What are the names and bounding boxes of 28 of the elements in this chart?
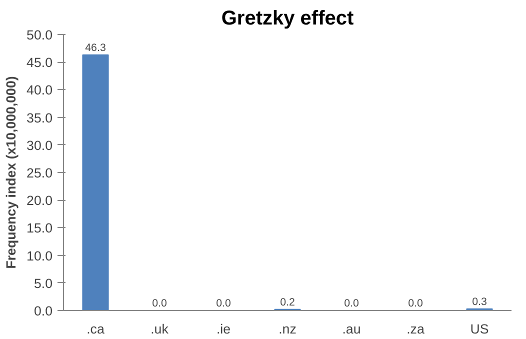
x-tick-label: .uk — [150, 322, 169, 336]
y-tick-label: 5.0 — [34, 276, 53, 291]
y-tick-label: 30.0 — [26, 138, 53, 153]
data-label: 46.3 — [85, 42, 106, 54]
x-tick-label: .za — [406, 322, 425, 336]
x-tick-label: .ca — [86, 322, 105, 336]
y-axis-title: Frequency index (x10,000,000) — [4, 76, 19, 269]
data-label: 0.0 — [344, 298, 359, 310]
y-tick-label: 20.0 — [26, 193, 53, 208]
y-tick-label: 10.0 — [26, 248, 53, 264]
y-tick-label: 45.0 — [26, 55, 53, 70]
y-tick-label: 0.0 — [34, 304, 53, 318]
chart-title: Gretzky effect — [221, 8, 354, 30]
data-label: 0.0 — [152, 298, 167, 310]
x-tick-label: US — [470, 322, 489, 336]
y-tick-label: 15.0 — [26, 220, 53, 236]
data-label: 0.0 — [216, 298, 231, 310]
y-tick-label: 40.0 — [26, 82, 53, 98]
data-label: 0.2 — [280, 296, 295, 308]
x-tick-label: .ie — [216, 322, 231, 336]
x-tick-label: .au — [342, 322, 361, 336]
data-label: 0.0 — [408, 298, 423, 310]
y-tick-label: 50.0 — [26, 28, 53, 42]
bar — [82, 54, 109, 310]
y-tick-label: 35.0 — [26, 110, 53, 126]
data-label: 0.3 — [472, 296, 487, 308]
y-tick-label: 25.0 — [26, 166, 53, 180]
x-tick-label: .nz — [278, 322, 296, 336]
